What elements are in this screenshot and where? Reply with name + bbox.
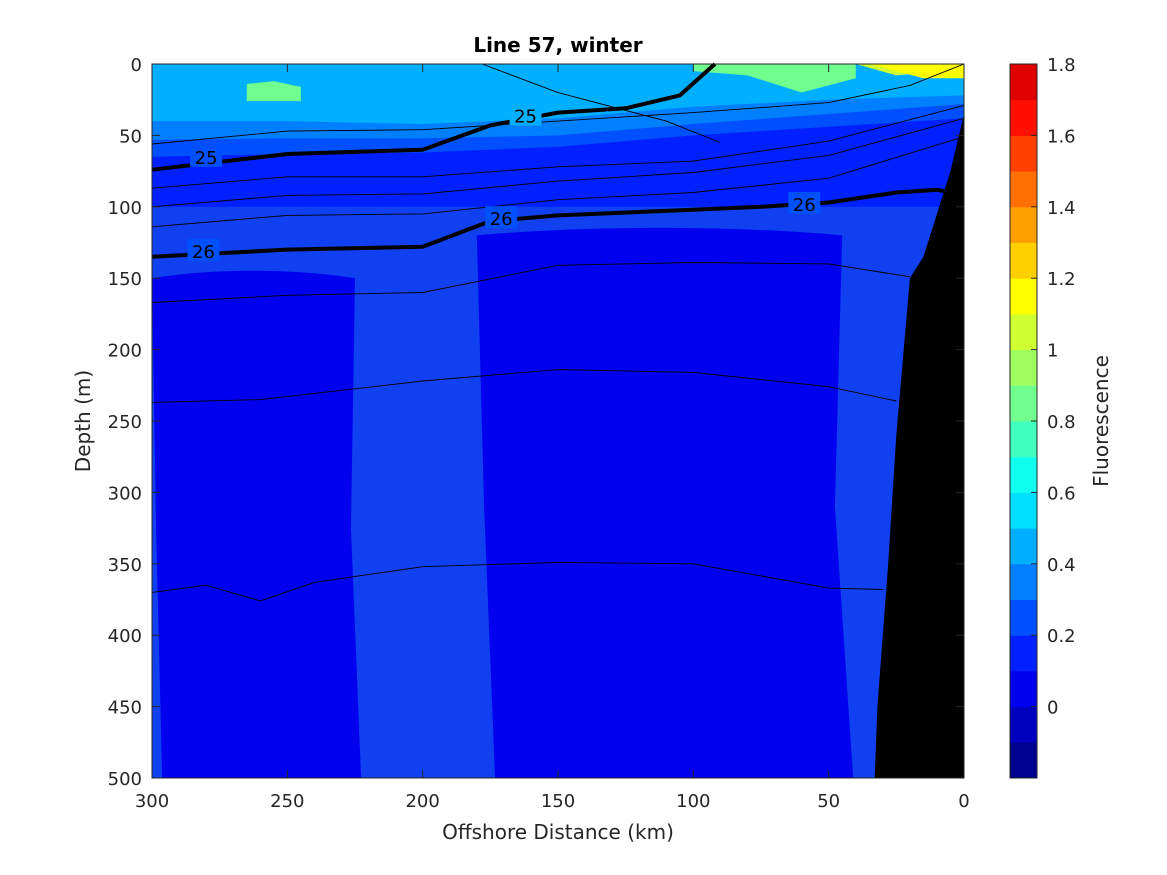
colorbar-tick-label: 0.8 (1047, 412, 1076, 433)
density-contour-bold (151, 62, 717, 172)
surface-bloom-patch (869, 64, 964, 79)
density-contour-label: 26 (192, 242, 215, 263)
colorbar-swatches (1010, 64, 1037, 779)
y-tick-label: 500 (108, 769, 142, 790)
colorbar-swatch (1010, 528, 1037, 565)
density-contour-label: 25 (195, 148, 218, 169)
x-tick-label: 100 (676, 791, 710, 812)
density-contour-thin (151, 137, 959, 228)
colorbar-tick-label: 1.8 (1047, 55, 1076, 76)
contour-label-mask (788, 191, 821, 214)
colorbar-swatch (1010, 313, 1037, 351)
y-tick-label: 150 (108, 269, 142, 290)
y-tick-label: 50 (119, 126, 142, 147)
y-tick-label: 0 (131, 55, 142, 76)
fluorescence-band (246, 81, 301, 102)
density-contour-bold (151, 187, 951, 259)
low-fluorescence-region (152, 270, 362, 778)
colorbar-swatch (1010, 171, 1037, 208)
y-tick-label: 350 (108, 555, 142, 576)
colorbar-swatch (1010, 206, 1037, 243)
density-contour-labels: 25 25 26 26 26 (187, 103, 821, 263)
bottom-topography (874, 114, 964, 778)
colorbar-swatch (1010, 563, 1037, 600)
colorbar-swatch (1010, 492, 1037, 529)
y-tick-label: 400 (108, 626, 142, 647)
density-contour-label: 25 (514, 106, 537, 127)
colorbar-swatch (1010, 349, 1037, 386)
y-tick-label: 200 (108, 341, 142, 362)
colorbar-tick-label: 0.2 (1047, 626, 1076, 647)
colorbar-swatch (1010, 670, 1037, 708)
colorbar-swatch (1010, 421, 1037, 458)
y-axis: 0 50 100 150 200 250 300 350 400 450 500 (108, 55, 964, 790)
density-contour-thin (151, 369, 897, 403)
x-tick-label: 200 (405, 791, 439, 812)
colorbar-swatch (1010, 135, 1037, 172)
colorbar-swatch (1010, 456, 1037, 493)
density-contour-thin (151, 63, 965, 145)
colorbar-label: Fluorescence (1089, 355, 1113, 487)
colorbar-tick-label: 1.4 (1047, 198, 1076, 219)
contour-label-mask (190, 144, 223, 167)
colorbar-ticks: 0 0.2 0.4 0.6 0.8 1 1.2 1.4 1.6 1.8 (1031, 55, 1076, 719)
colorbar-tick-label: 0 (1047, 698, 1058, 719)
colorbar-swatch (1010, 385, 1037, 422)
colorbar-tick-label: 1.6 (1047, 126, 1076, 147)
x-tick-label: 150 (541, 791, 575, 812)
colorbar-swatch (1010, 64, 1037, 101)
density-contour-label: 26 (490, 209, 513, 230)
contour-label-mask (509, 103, 542, 126)
y-tick-label: 450 (108, 698, 142, 719)
density-contour-thin (151, 561, 883, 602)
colorbar-swatch (1010, 242, 1037, 279)
x-tick-label: 0 (958, 791, 969, 812)
x-tick-label: 250 (270, 791, 304, 812)
plot-area: 25 25 26 26 26 (151, 62, 965, 779)
colorbar-swatch (1010, 99, 1037, 136)
x-axis-label: Offshore Distance (km) (442, 820, 674, 844)
density-contour-thin (151, 104, 965, 189)
x-tick-label: 50 (817, 791, 840, 812)
colorbar-swatch (1010, 599, 1037, 636)
density-contour-label: 26 (793, 195, 816, 216)
x-tick-label: 300 (135, 791, 169, 812)
y-axis-label: Depth (m) (71, 370, 95, 472)
y-tick-label: 300 (108, 483, 142, 504)
chart-title: Line 57, winter (473, 33, 642, 57)
contour-label-mask (187, 239, 220, 262)
fluorescence-contour-fill (152, 64, 964, 779)
low-fluorescence-region (476, 227, 854, 779)
colorbar-swatch (1010, 742, 1037, 779)
colorbar-swatch (1010, 278, 1037, 315)
x-axis: 300 250 200 150 100 50 0 (135, 64, 970, 812)
colorbar-tick-label: 1 (1047, 341, 1058, 362)
colorbar: 0 0.2 0.4 0.6 0.8 1 1.2 1.4 1.6 1.8 (1009, 55, 1076, 779)
density-contour-thin (482, 63, 721, 143)
colorbar-swatch (1010, 706, 1037, 743)
y-tick-label: 250 (108, 412, 142, 433)
colorbar-tick-label: 0.4 (1047, 555, 1076, 576)
colorbar-tick-label: 0.6 (1047, 483, 1076, 504)
density-contour-thin (151, 117, 965, 208)
y-tick-label: 100 (108, 198, 142, 219)
density-contour-thin (151, 262, 910, 303)
contour-label-mask (485, 206, 518, 229)
surface-bloom-patch (693, 64, 856, 93)
colorbar-swatch (1010, 635, 1037, 672)
density-contours (151, 62, 965, 602)
colorbar-tick-label: 1.2 (1047, 269, 1076, 290)
